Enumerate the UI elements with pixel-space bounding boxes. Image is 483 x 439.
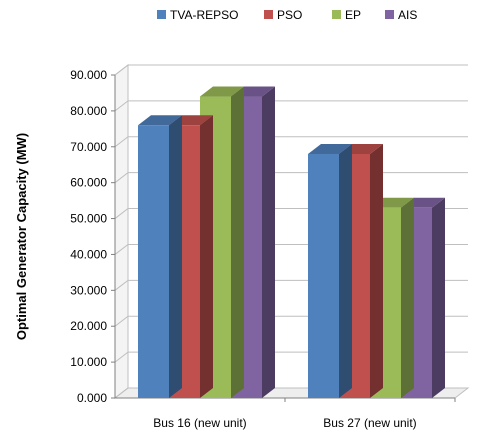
y-tick-label: 30.000 (70, 283, 107, 297)
legend: TVA-REPSO PSO EP AIS (157, 8, 417, 22)
y-axis-label: Optimal Generator Capacity (MW) (14, 133, 29, 340)
bar-front (138, 125, 169, 398)
bar (138, 115, 182, 398)
y-tick-label: 90.000 (70, 68, 107, 82)
gridline (114, 100, 468, 112)
x-tick-label: Bus 27 (new unit) (323, 416, 416, 430)
side-wall (114, 63, 129, 400)
legend-label: AIS (398, 8, 417, 22)
legend-swatch (157, 10, 166, 19)
y-tick-label: 80.000 (70, 104, 107, 118)
legend-swatch (385, 10, 394, 19)
y-tick-label: 60.000 (70, 176, 107, 190)
y-tick-label: 40.000 (70, 247, 107, 261)
bar-side (262, 86, 275, 399)
bar (308, 143, 352, 398)
bar-side (339, 143, 352, 398)
legend-swatch (332, 10, 341, 19)
bar-side (169, 115, 182, 398)
y-tick-label: 70.000 (70, 140, 107, 154)
bar-side (401, 197, 414, 398)
y-tick-label: 20.000 (70, 319, 107, 333)
x-tick-label: Bus 16 (new unit) (153, 416, 246, 430)
legend-item: PSO (264, 8, 302, 22)
y-tick-label: 0.000 (77, 391, 107, 405)
bar-side (432, 197, 445, 398)
y-tick-label: 10.000 (70, 355, 107, 369)
legend-label: TVA-REPSO (170, 8, 238, 22)
bar-top (138, 115, 182, 126)
bars (138, 86, 445, 399)
gridline (114, 64, 468, 76)
bar-side (200, 115, 213, 398)
bar (231, 86, 275, 399)
y-tick-label: 50.000 (70, 212, 107, 226)
bar-side (370, 143, 383, 398)
legend-swatch (264, 10, 273, 19)
gridline (114, 136, 468, 148)
bar-front (308, 153, 339, 398)
bar-top (200, 86, 244, 97)
y-axis-ticks: 0.000 10.000 20.000 30.000 40.000 50.000 60.00… (70, 68, 107, 405)
legend-item: AIS (385, 8, 417, 22)
legend-label: EP (345, 8, 361, 22)
legend-item: TVA-REPSO (157, 8, 238, 22)
legend-label: PSO (277, 8, 302, 22)
legend-item: EP (332, 8, 361, 22)
bar-side (231, 86, 244, 399)
bar-top (308, 143, 352, 154)
x-axis-ticks: Bus 16 (new unit) Bus 27 (new unit) (153, 398, 456, 430)
